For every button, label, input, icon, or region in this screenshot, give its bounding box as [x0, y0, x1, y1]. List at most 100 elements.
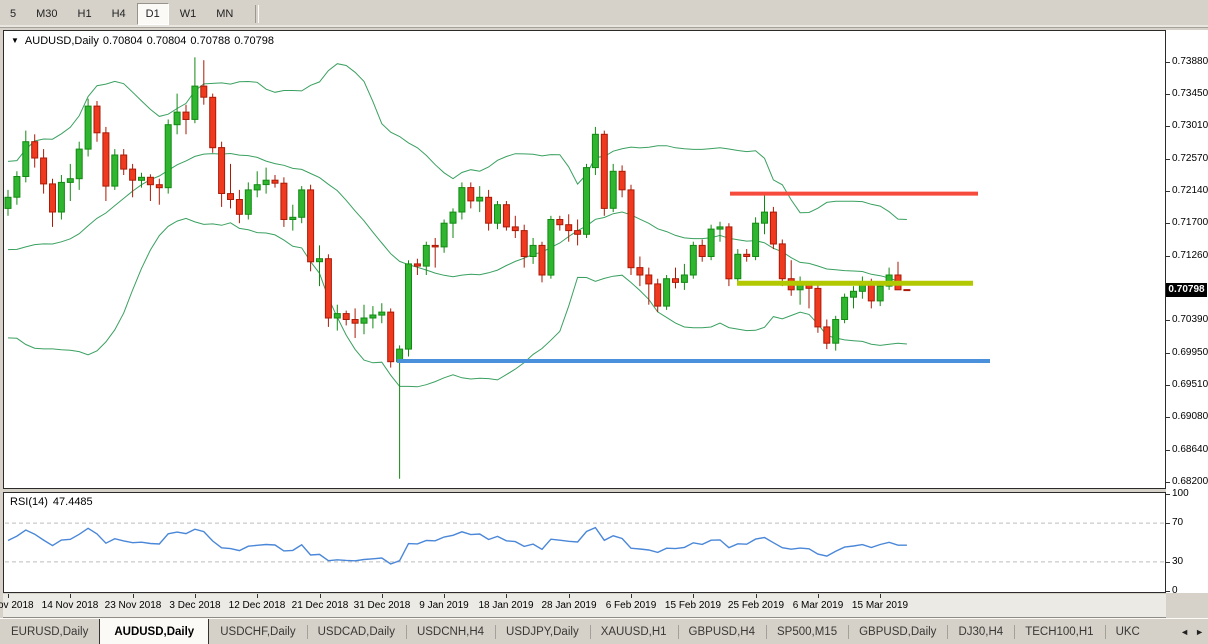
chart-tab-xauusd-h1[interactable]: XAUUSD,H1 — [589, 619, 678, 644]
chart-tab-usdjpy-daily[interactable]: USDJPY,Daily — [495, 619, 590, 644]
price-axis-label: 0.69950 — [1172, 347, 1208, 358]
time-axis-tick — [133, 594, 134, 598]
dropdown-triangle-icon[interactable]: ▼ — [11, 36, 19, 45]
time-axis-label: 5 Nov 2018 — [0, 600, 34, 611]
time-axis-label: 6 Mar 2019 — [792, 600, 844, 611]
chart-tab-ukc[interactable]: UKC — [1104, 619, 1151, 644]
chart-tab-usdcnh-h4[interactable]: USDCNH,H4 — [405, 619, 495, 644]
price-axis-label: 0.71700 — [1172, 217, 1208, 228]
bollinger-lower-band — [7, 217, 907, 388]
price-axis-tick — [1166, 94, 1170, 95]
rsi-name: RSI(14) — [10, 496, 48, 508]
price-axis-label: 0.73450 — [1172, 88, 1208, 99]
time-axis-label: 14 Nov 2018 — [41, 600, 99, 611]
time-axis-tick — [195, 594, 196, 598]
time-axis-label: 21 Dec 2018 — [291, 600, 349, 611]
time-axis-tick — [320, 594, 321, 598]
time-axis-tick — [880, 594, 881, 598]
price-axis-tick — [1166, 417, 1170, 418]
price-axis-tick — [1166, 223, 1170, 224]
price-axis-label: 0.72570 — [1172, 153, 1208, 164]
timeframe-button-h4[interactable]: H4 — [111, 7, 126, 20]
price-axis-tick — [1166, 353, 1170, 354]
time-axis-tick — [444, 594, 445, 598]
price-axis-tick — [1166, 385, 1170, 386]
price-axis-tick — [1166, 450, 1170, 451]
tab-scroll-left-icon[interactable]: ◄ — [1180, 627, 1190, 637]
rsi-axis-label: 0 — [1172, 585, 1178, 596]
timeframe-button-mn[interactable]: MN — [216, 7, 234, 20]
price-axis-label: 0.68640 — [1172, 444, 1208, 455]
time-axis-tick — [818, 594, 819, 598]
main-chart-pane[interactable] — [3, 30, 1166, 489]
rsi-axis-tick — [1166, 562, 1170, 563]
time-axis-label: 23 Nov 2018 — [104, 600, 162, 611]
price-axis-label: 0.73010 — [1172, 120, 1208, 131]
rsi-axis-label: 70 — [1172, 517, 1184, 528]
bollinger-upper-band — [7, 63, 907, 220]
rsi-axis-label: 100 — [1172, 488, 1189, 499]
time-axis-label: 3 Dec 2018 — [169, 600, 221, 611]
chart-symbol-title: ▼ AUDUSD,Daily 0.70804 0.70804 0.70788 0.7079… — [11, 35, 278, 47]
candlestick-series — [4, 57, 911, 479]
time-axis-tick — [8, 594, 9, 598]
price-axis-label: 0.72140 — [1172, 185, 1208, 196]
chart-tab-usdchf-daily[interactable]: USDCHF,Daily — [220, 626, 296, 638]
price-axis-label: 0.73880 — [1172, 56, 1208, 67]
price-axis-label: 0.68200 — [1172, 476, 1208, 487]
chart-tab-sp500-m15[interactable]: SP500,M15 — [766, 619, 848, 644]
price-axis-label: 0.71260 — [1172, 250, 1208, 261]
chart-tab-audusd-daily[interactable]: AUDUSD,Daily — [99, 619, 210, 644]
rsi-value: 47.4485 — [52, 496, 93, 508]
chart-tab-eurusd-daily[interactable]: EURUSD,Daily — [11, 626, 89, 638]
rsi-axis-label: 30 — [1172, 556, 1184, 567]
ohlc-close: 0.70798 — [234, 35, 274, 47]
price-axis-tick — [1166, 256, 1170, 257]
chart-tab-dj30-h4[interactable]: DJ30,H4 — [947, 619, 1014, 644]
timeframe-button-w1[interactable]: W1 — [179, 7, 197, 20]
timeframe-button-h1[interactable]: H1 — [77, 7, 92, 20]
time-axis-label: 6 Feb 2019 — [605, 600, 657, 611]
timeframe-button-5[interactable]: 5 — [10, 7, 17, 20]
ohlc-open: 0.70804 — [102, 35, 143, 47]
price-axis[interactable]: 0.73880 0.73450 0.73010 0.72570 0.72140 0.717… — [1166, 30, 1208, 596]
time-axis-label: 15 Feb 2019 — [664, 600, 722, 611]
timeframe-toolbar: 5 M30 H1 H4 D1 W1 MN — [0, 0, 1208, 28]
current-price-tag: 0.70798 — [1166, 283, 1207, 297]
price-axis-label: 0.69510 — [1172, 379, 1208, 390]
timeframe-button-m30[interactable]: M30 — [36, 7, 58, 20]
rsi-pane[interactable] — [3, 492, 1166, 593]
chart-tab-tech100-h1[interactable]: TECH100,H1 — [1014, 619, 1104, 644]
chart-tab-bar: EURUSD,Daily AUDUSD,Daily USDCHF,Daily USDC… — [0, 618, 1208, 644]
ohlc-low: 0.70788 — [190, 35, 231, 47]
rsi-axis-tick — [1166, 494, 1170, 495]
time-axis-tick — [70, 594, 71, 598]
time-axis-label: 18 Jan 2019 — [478, 600, 534, 611]
time-axis-tick — [382, 594, 383, 598]
tab-scroll-right-icon[interactable]: ► — [1195, 627, 1204, 637]
time-axis-tick — [569, 594, 570, 598]
price-axis-label: 0.69080 — [1172, 411, 1208, 422]
price-axis-tick — [1166, 126, 1170, 127]
chart-symbol: AUDUSD,Daily — [24, 35, 99, 47]
rsi-line — [7, 526, 907, 565]
chart-tab-gbpusd-h4[interactable]: GBPUSD,H4 — [677, 619, 766, 644]
time-axis-tick — [631, 594, 632, 598]
toolbar-separator — [255, 4, 260, 23]
time-axis-label: 31 Dec 2018 — [353, 600, 411, 611]
price-axis-label: 0.70390 — [1172, 314, 1208, 325]
time-axis-tick — [756, 594, 757, 598]
chart-tab-gbpusd-daily[interactable]: GBPUSD,Daily — [848, 619, 947, 644]
rsi-indicator-label: RSI(14) 47.4485 — [10, 496, 98, 508]
tab-scroll-arrows: ◄ ► — [1174, 619, 1208, 644]
time-axis-tick — [257, 594, 258, 598]
price-axis-tick — [1166, 320, 1170, 321]
ohlc-high: 0.70804 — [146, 35, 187, 47]
price-axis-tick — [1166, 62, 1170, 63]
timeframe-button-d1[interactable]: D1 — [136, 2, 169, 25]
chart-tab-usdcad-daily[interactable]: USDCAD,Daily — [306, 619, 406, 644]
time-axis[interactable]: 5 Nov 2018 14 Nov 2018 23 Nov 2018 3 Dec 20… — [0, 594, 1166, 618]
time-axis-label: 15 Mar 2019 — [851, 600, 909, 611]
